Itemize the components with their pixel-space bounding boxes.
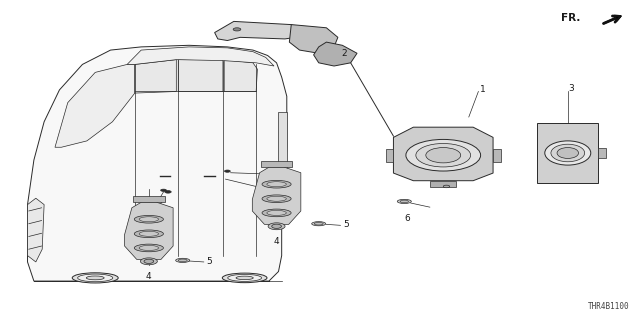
Polygon shape [537, 123, 598, 183]
Text: 4: 4 [146, 272, 152, 281]
Ellipse shape [312, 222, 326, 226]
Ellipse shape [551, 144, 585, 162]
Ellipse shape [233, 28, 241, 31]
Ellipse shape [134, 215, 163, 223]
Ellipse shape [444, 185, 450, 188]
Polygon shape [125, 202, 173, 260]
Ellipse shape [225, 170, 230, 172]
Polygon shape [214, 21, 302, 41]
Text: 6: 6 [404, 214, 410, 223]
Polygon shape [28, 45, 287, 281]
Ellipse shape [416, 143, 470, 167]
Ellipse shape [86, 276, 104, 280]
Ellipse shape [134, 230, 163, 238]
Polygon shape [261, 161, 292, 167]
Ellipse shape [262, 180, 291, 188]
Text: 4: 4 [274, 237, 280, 246]
Ellipse shape [400, 200, 408, 203]
Text: THR4B1100: THR4B1100 [588, 302, 630, 311]
Ellipse shape [557, 148, 579, 158]
Ellipse shape [267, 196, 286, 201]
Polygon shape [252, 167, 301, 224]
Ellipse shape [139, 217, 159, 222]
Ellipse shape [134, 244, 163, 252]
Ellipse shape [161, 189, 166, 191]
Ellipse shape [268, 223, 285, 230]
Ellipse shape [139, 231, 159, 236]
Ellipse shape [72, 273, 118, 283]
Ellipse shape [165, 191, 172, 193]
Ellipse shape [139, 245, 159, 251]
Ellipse shape [272, 224, 282, 228]
Ellipse shape [545, 141, 591, 165]
Ellipse shape [262, 195, 291, 203]
Ellipse shape [77, 274, 113, 282]
Ellipse shape [406, 140, 481, 171]
Polygon shape [314, 42, 357, 66]
Ellipse shape [267, 182, 286, 187]
Polygon shape [133, 196, 164, 202]
Polygon shape [127, 47, 274, 66]
Text: FR.: FR. [561, 13, 580, 23]
Polygon shape [278, 112, 287, 173]
Polygon shape [394, 127, 493, 181]
Polygon shape [431, 181, 456, 187]
Ellipse shape [228, 274, 262, 281]
Polygon shape [386, 149, 394, 162]
Ellipse shape [175, 258, 189, 262]
Ellipse shape [267, 211, 286, 215]
Polygon shape [224, 60, 257, 92]
Ellipse shape [236, 276, 253, 280]
Ellipse shape [222, 273, 267, 283]
Polygon shape [135, 60, 176, 93]
Text: 3: 3 [568, 84, 574, 93]
Ellipse shape [397, 199, 412, 204]
Text: 1: 1 [480, 85, 486, 94]
Text: 2: 2 [342, 49, 347, 58]
Ellipse shape [426, 148, 461, 163]
Ellipse shape [144, 259, 154, 263]
Ellipse shape [140, 258, 157, 265]
Polygon shape [493, 149, 500, 162]
Polygon shape [178, 59, 223, 92]
Ellipse shape [314, 222, 323, 225]
Ellipse shape [262, 209, 291, 217]
Text: 5: 5 [343, 220, 349, 229]
Polygon shape [598, 148, 606, 158]
Ellipse shape [178, 259, 187, 262]
Text: 5: 5 [206, 257, 212, 266]
Polygon shape [28, 198, 44, 262]
Polygon shape [289, 25, 338, 53]
Polygon shape [55, 64, 135, 147]
